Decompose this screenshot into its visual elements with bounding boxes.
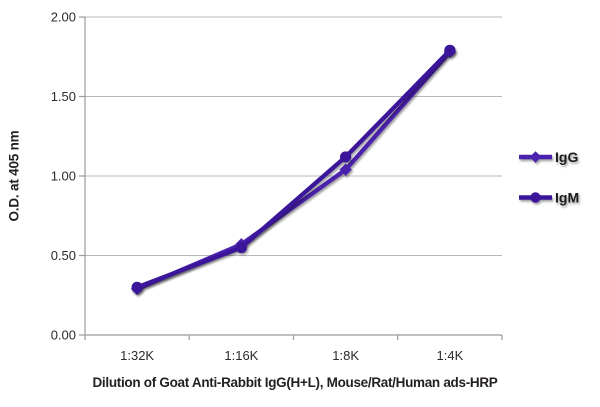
series-line-igg	[134, 49, 453, 292]
y-tick-label: 2.00	[51, 10, 76, 25]
data-point-igm-1:4K	[444, 44, 456, 56]
data-point-igm-1:32K	[131, 281, 143, 293]
y-tick-label: 1.50	[51, 89, 76, 104]
x-tick-label: 1:32K	[120, 348, 154, 363]
x-tick-label: 1:16K	[224, 348, 258, 363]
legend-item-igg: IgG	[519, 149, 578, 165]
x-axis-title: Dilution of Goat Anti-Rabbit IgG(H+L), M…	[92, 375, 498, 390]
legend-marker-diamond-icon	[529, 151, 542, 163]
data-point-igg-1:8K	[339, 163, 352, 176]
y-tick-label: 0.50	[51, 248, 76, 263]
legend-item-igm: IgM	[519, 190, 579, 206]
legend-label: IgG	[555, 149, 578, 165]
legend: IgG IgM	[519, 149, 579, 206]
data-point-igm-1:8K	[340, 151, 352, 163]
series-igm	[131, 44, 456, 293]
x-tick-label: 1:8K	[332, 348, 359, 363]
data-point-igm-1:16K	[235, 241, 247, 254]
y-axis-title: O.D. at 405 nm	[6, 130, 22, 222]
legend-label: IgM	[555, 190, 579, 206]
series-line-igm	[134, 48, 453, 290]
y-tick-label: 1.00	[51, 169, 76, 184]
legend-marker-circle-icon	[530, 192, 541, 203]
y-tick-label: 0.00	[51, 328, 76, 343]
series-igg	[130, 45, 457, 296]
x-tick-label: 1:4K	[437, 348, 464, 363]
